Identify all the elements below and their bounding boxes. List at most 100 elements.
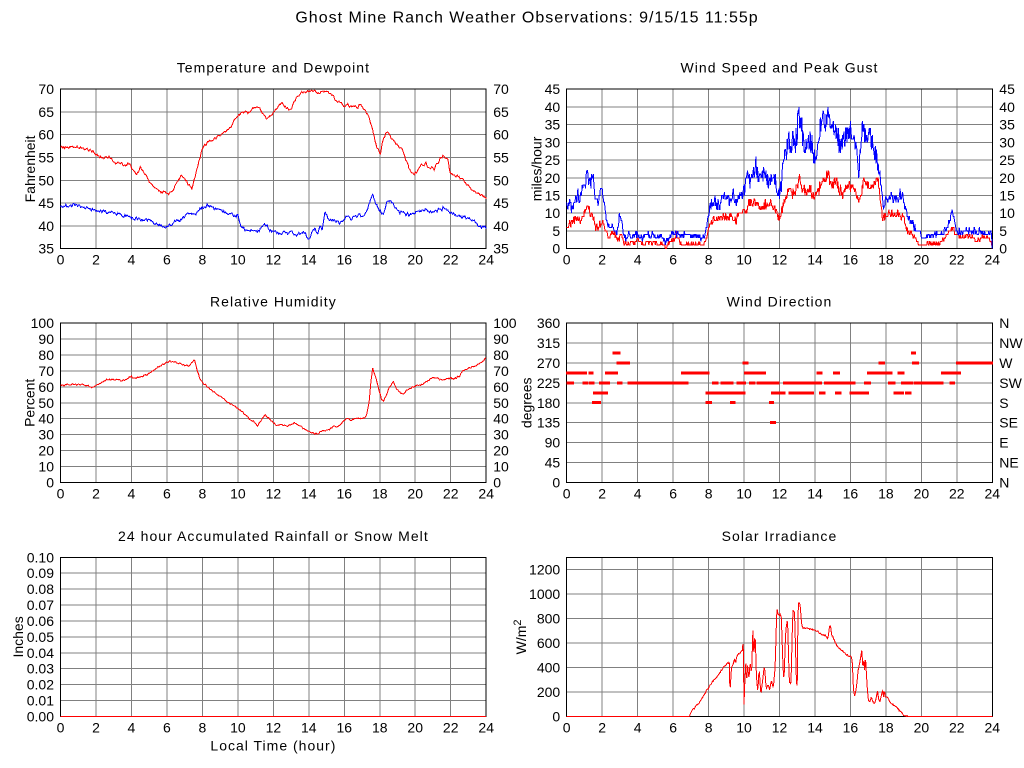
- svg-text:14: 14: [301, 252, 317, 268]
- svg-text:16: 16: [337, 485, 353, 501]
- svg-text:4: 4: [128, 485, 136, 501]
- svg-text:Wind Speed and Peak Gust: Wind Speed and Peak Gust: [681, 60, 879, 76]
- svg-text:Ghost Mine Ranch Weather Obser: Ghost Mine Ranch Weather Observations: 9…: [295, 10, 758, 27]
- svg-text:S: S: [999, 395, 1008, 411]
- svg-text:SW: SW: [999, 375, 1022, 391]
- svg-text:20: 20: [545, 170, 561, 186]
- svg-text:15: 15: [999, 188, 1015, 204]
- svg-text:45: 45: [545, 455, 561, 471]
- svg-text:0.05: 0.05: [27, 629, 54, 645]
- svg-text:1000: 1000: [529, 586, 560, 602]
- svg-text:45: 45: [545, 81, 561, 97]
- svg-text:Inches: Inches: [10, 616, 26, 657]
- svg-text:225: 225: [537, 375, 561, 391]
- svg-text:90: 90: [493, 331, 509, 347]
- svg-text:0.06: 0.06: [27, 613, 54, 629]
- svg-text:16: 16: [843, 720, 859, 736]
- svg-text:30: 30: [545, 134, 561, 150]
- svg-text:0: 0: [552, 241, 560, 257]
- svg-text:80: 80: [38, 347, 54, 363]
- svg-text:0.10: 0.10: [27, 549, 54, 565]
- svg-text:6: 6: [669, 485, 677, 501]
- svg-text:0: 0: [57, 485, 65, 501]
- svg-text:10: 10: [230, 252, 246, 268]
- svg-text:60: 60: [38, 127, 54, 143]
- svg-text:25: 25: [545, 152, 561, 168]
- svg-text:18: 18: [372, 252, 388, 268]
- svg-text:60: 60: [38, 379, 54, 395]
- svg-text:8: 8: [705, 485, 713, 501]
- svg-text:10: 10: [999, 205, 1015, 221]
- svg-text:35: 35: [999, 117, 1015, 133]
- svg-text:14: 14: [807, 720, 823, 736]
- svg-text:0: 0: [552, 474, 560, 490]
- svg-text:10: 10: [38, 459, 54, 475]
- svg-text:50: 50: [38, 395, 54, 411]
- svg-text:50: 50: [493, 395, 509, 411]
- svg-text:40: 40: [38, 218, 54, 234]
- svg-text:0: 0: [57, 720, 65, 736]
- svg-text:35: 35: [545, 117, 561, 133]
- svg-text:20: 20: [914, 720, 930, 736]
- svg-text:90: 90: [545, 435, 561, 451]
- svg-text:12: 12: [266, 252, 282, 268]
- svg-text:10: 10: [736, 485, 752, 501]
- svg-text:16: 16: [843, 485, 859, 501]
- svg-text:100: 100: [493, 315, 517, 331]
- svg-text:0: 0: [552, 709, 560, 725]
- svg-text:270: 270: [537, 355, 561, 371]
- svg-text:0.03: 0.03: [27, 661, 54, 677]
- svg-text:0: 0: [46, 474, 54, 490]
- svg-text:180: 180: [537, 395, 561, 411]
- svg-text:Temperature and Dewpoint: Temperature and Dewpoint: [177, 60, 370, 76]
- svg-text:0.01: 0.01: [27, 693, 54, 709]
- svg-text:W: W: [999, 355, 1013, 371]
- svg-text:10: 10: [230, 720, 246, 736]
- svg-text:8: 8: [705, 720, 713, 736]
- svg-text:0.08: 0.08: [27, 581, 54, 597]
- svg-text:0: 0: [493, 474, 501, 490]
- svg-text:8: 8: [199, 485, 207, 501]
- svg-text:E: E: [999, 435, 1008, 451]
- svg-text:12: 12: [772, 252, 788, 268]
- svg-text:4: 4: [634, 485, 642, 501]
- svg-text:SE: SE: [999, 415, 1018, 431]
- svg-text:24: 24: [478, 720, 494, 736]
- svg-text:20: 20: [914, 485, 930, 501]
- svg-text:8: 8: [199, 252, 207, 268]
- svg-text:0: 0: [563, 720, 571, 736]
- svg-text:0: 0: [563, 485, 571, 501]
- svg-text:12: 12: [266, 485, 282, 501]
- svg-text:2: 2: [598, 485, 606, 501]
- svg-text:12: 12: [772, 720, 788, 736]
- svg-text:12: 12: [266, 720, 282, 736]
- svg-text:W/m2: W/m2: [512, 619, 529, 654]
- svg-text:45: 45: [493, 195, 509, 211]
- svg-text:35: 35: [38, 241, 54, 257]
- svg-text:70: 70: [38, 363, 54, 379]
- svg-text:70: 70: [493, 363, 509, 379]
- svg-text:2: 2: [92, 252, 100, 268]
- svg-text:22: 22: [443, 252, 459, 268]
- svg-text:Solar Irradiance: Solar Irradiance: [722, 528, 838, 544]
- svg-text:4: 4: [128, 720, 136, 736]
- svg-text:20: 20: [999, 170, 1015, 186]
- svg-text:80: 80: [493, 347, 509, 363]
- svg-text:15: 15: [545, 188, 561, 204]
- svg-text:6: 6: [669, 252, 677, 268]
- svg-text:65: 65: [493, 104, 509, 120]
- svg-text:NE: NE: [999, 455, 1018, 471]
- svg-text:2: 2: [92, 485, 100, 501]
- svg-text:N: N: [999, 474, 1009, 490]
- svg-text:60: 60: [493, 379, 509, 395]
- svg-text:14: 14: [301, 485, 317, 501]
- svg-text:6: 6: [669, 720, 677, 736]
- svg-text:135: 135: [537, 415, 561, 431]
- svg-text:6: 6: [163, 252, 171, 268]
- svg-text:50: 50: [493, 172, 509, 188]
- svg-text:0.04: 0.04: [27, 645, 54, 661]
- svg-text:20: 20: [407, 252, 423, 268]
- svg-text:18: 18: [878, 720, 894, 736]
- svg-text:0.02: 0.02: [27, 677, 54, 693]
- svg-text:6: 6: [163, 720, 171, 736]
